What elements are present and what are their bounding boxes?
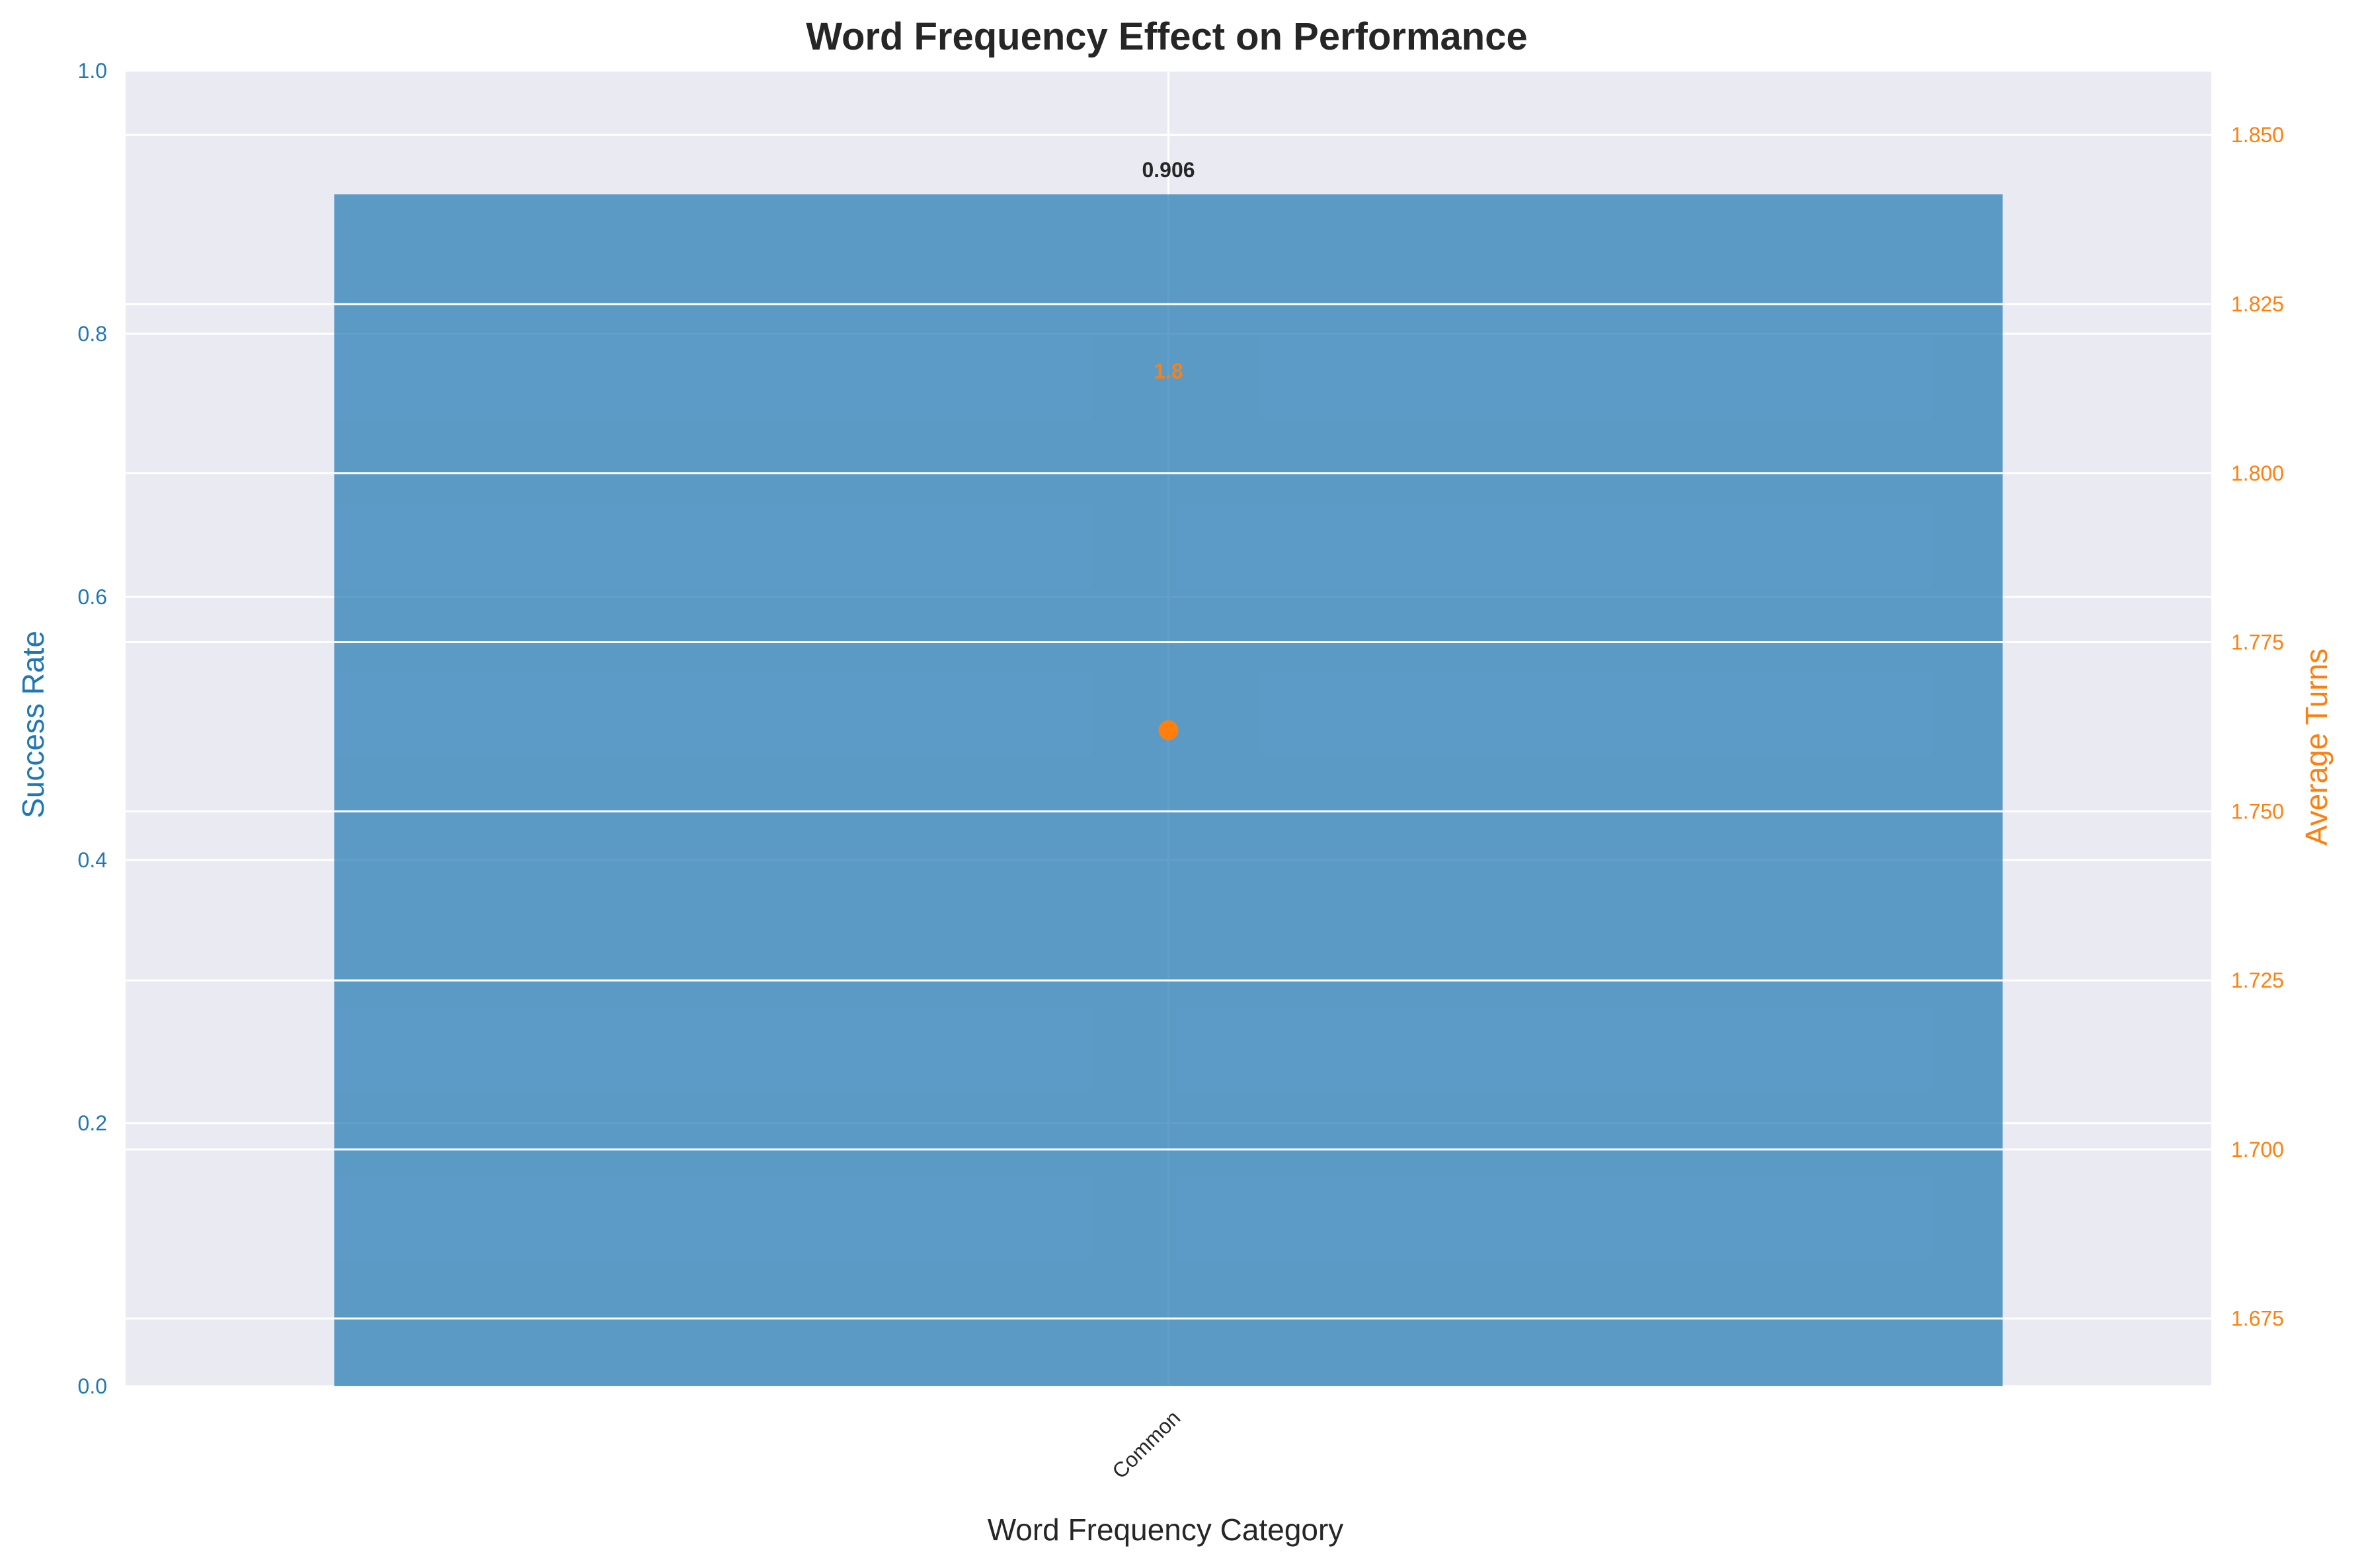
left-tick-label: 0.6 [78,585,107,609]
bar-value-label: 0.906 [1142,158,1195,182]
left-axis-label: Success Rate [16,631,50,818]
right-tick-label: 1.800 [2231,461,2284,485]
right-axis-ticks: 1.675 1.700 1.725 1.750 1.775 1.800 1.825 1.850 [2231,123,2284,1330]
right-tick-label: 1.725 [2231,968,2284,992]
left-axis-ticks: 0.0 0.2 0.4 0.6 0.8 1.0 [78,59,107,1398]
value-labels: 0.906 1.8 [1142,158,1195,383]
left-axis-grid [126,134,2211,1320]
average-turns-point [1158,720,1179,740]
left-tick-label: 1.0 [78,59,107,83]
x-axis-label: Word Frequency Category [988,1512,1344,1547]
turns-series [1158,720,1179,740]
right-tick-label: 1.850 [2231,123,2284,147]
right-tick-label: 1.675 [2231,1307,2284,1331]
right-tick-label: 1.700 [2231,1138,2284,1161]
turns-value-label: 1.8 [1154,360,1183,383]
chart-title: Word Frequency Effect on Performance [806,15,1528,58]
left-tick-label: 0.4 [78,848,107,872]
right-tick-label: 1.775 [2231,631,2284,654]
bar-series [334,194,2003,1386]
right-axis-label: Average Turns [2299,648,2334,845]
right-tick-label: 1.750 [2231,799,2284,823]
success-rate-bar [334,194,2003,1386]
left-tick-label: 0.8 [78,322,107,346]
left-tick-label: 0.0 [78,1374,107,1398]
right-tick-label: 1.825 [2231,292,2284,316]
left-tick-label: 0.2 [78,1111,107,1135]
